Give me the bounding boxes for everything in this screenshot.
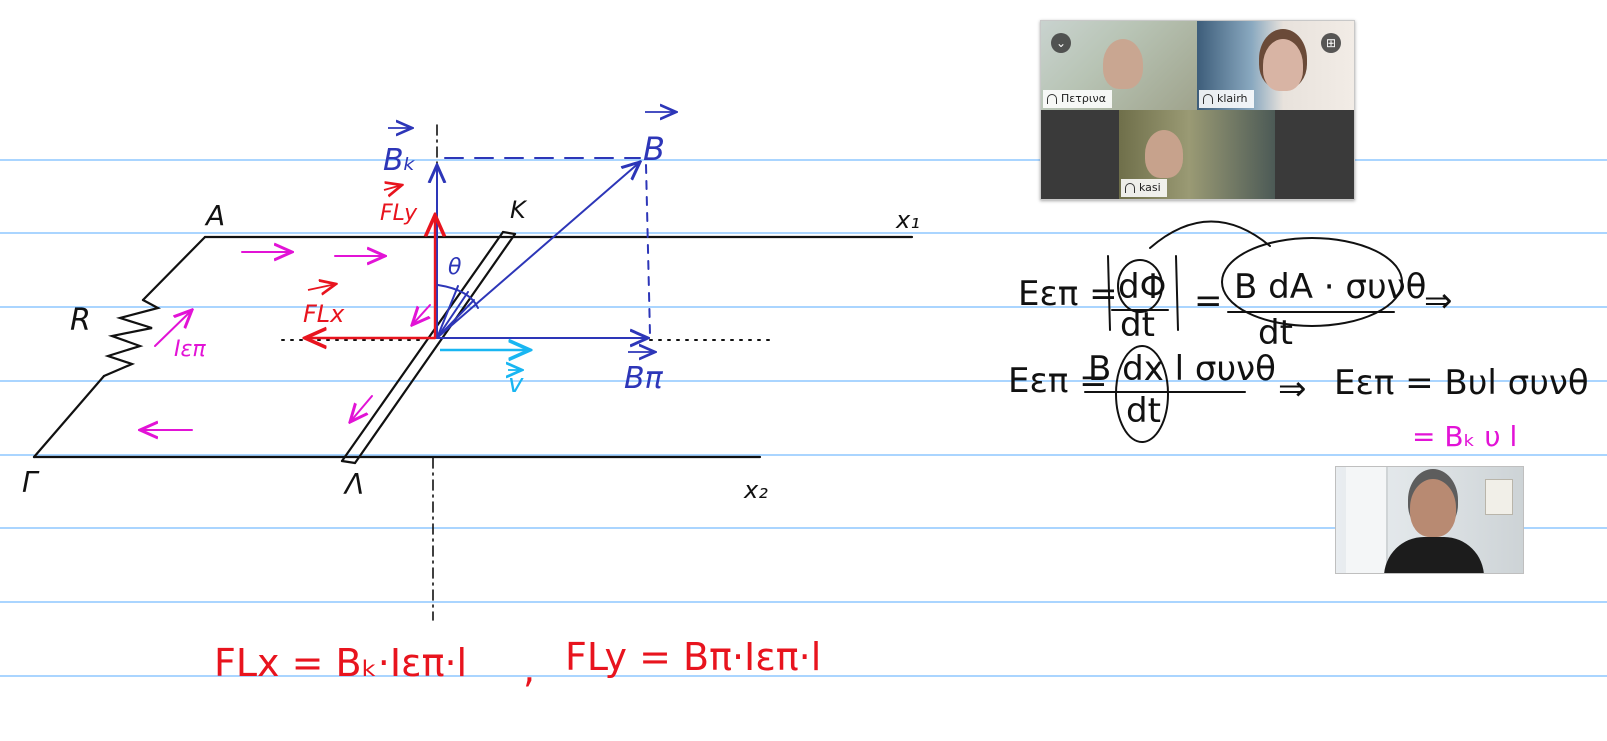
headset-icon (1047, 94, 1057, 104)
grid-icon[interactable]: ⊞ (1321, 33, 1341, 53)
formula-force-x: FLx = Bₖ·Iεπ·l (214, 641, 467, 685)
emf-line1-left: Eεπ = (1018, 274, 1118, 314)
label-v: v (508, 369, 524, 399)
avatar (1410, 479, 1456, 537)
label-b-p: Bπ (624, 361, 664, 396)
label-x2: x₂ (743, 476, 768, 504)
headset-icon (1125, 183, 1135, 193)
participant-name-tag: klairh (1199, 90, 1254, 108)
label-i-ep: Iεπ (174, 337, 206, 362)
label-lambda: Λ (343, 468, 364, 501)
emf-line2-denominator: dt (1126, 391, 1161, 431)
wall-frame (1485, 479, 1513, 515)
chevron-down-icon[interactable]: ⌄ (1051, 33, 1071, 53)
participant-name-tag: kasi (1121, 179, 1167, 197)
label-kappa: Κ (510, 196, 528, 224)
rail-circuit (32, 124, 914, 621)
formula-force-y: FLy = Bπ·Iεπ·l (565, 635, 821, 679)
participant-name-tag: Πετρινα (1043, 90, 1112, 108)
label-a: A (204, 199, 225, 232)
avatar (1263, 39, 1303, 91)
avatar (1145, 130, 1183, 178)
emf-line3: = Bₖ υ l (1412, 420, 1517, 453)
label-gamma: Γ (22, 466, 40, 499)
ruled-lines (0, 159, 1607, 677)
emf-line1-implies: ⇒ (1424, 281, 1453, 321)
emf-line2-result: Eεπ = Bυl συνθ (1334, 363, 1589, 403)
force-vectors (305, 215, 435, 338)
shoulders (1384, 537, 1484, 573)
label-b: B (643, 130, 665, 168)
window-frame (1346, 467, 1388, 573)
presenter-self-view[interactable] (1335, 466, 1524, 574)
label-f-lx: FLx (303, 300, 345, 328)
emf-line2-left: Eεπ = (1008, 361, 1108, 401)
emf-line2-implies: ⇒ (1278, 369, 1307, 409)
formula-separator: , (523, 647, 535, 691)
vector-overbars (307, 112, 676, 370)
current-arrows (140, 252, 431, 430)
participant-name: kasi (1139, 181, 1161, 194)
label-x1: x₁ (895, 206, 920, 234)
label-b-k: Bₖ (383, 143, 416, 178)
label-f-ly: FLy (380, 201, 418, 226)
emf-line1-fraction-numerator: B dA · συνθ (1234, 267, 1426, 307)
video-call-panel[interactable]: Πετρινα klairh kasi ⌄ ⊞ (1040, 20, 1355, 200)
participant-name: klairh (1217, 92, 1248, 105)
field-vectors (437, 157, 651, 338)
emf-line1-equals: = (1194, 281, 1223, 321)
derivation-strokes (1084, 220, 1403, 443)
avatar (1103, 39, 1143, 89)
participant-tile-3[interactable]: kasi (1119, 110, 1275, 199)
headset-icon (1203, 94, 1213, 104)
label-r: R (70, 303, 91, 338)
participant-tile-1[interactable]: Πετρινα (1041, 21, 1197, 110)
label-theta: θ (448, 255, 462, 280)
participant-name: Πετρινα (1061, 92, 1106, 105)
